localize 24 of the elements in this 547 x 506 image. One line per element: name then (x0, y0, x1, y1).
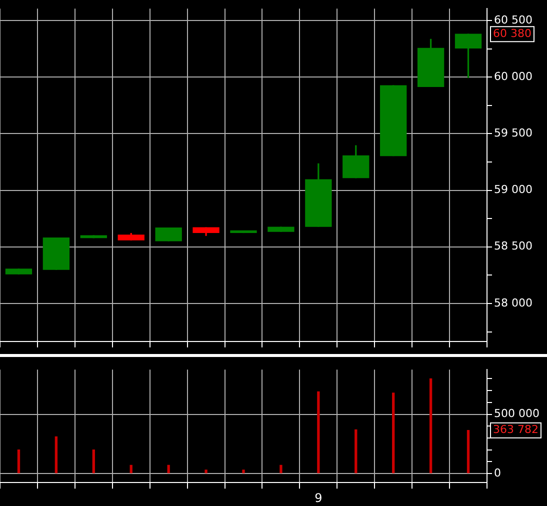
y-tick-label: 58 000 (494, 296, 532, 310)
y-tick-label: 60 000 (494, 70, 532, 83)
bar (167, 464, 170, 474)
bar (242, 470, 245, 474)
bar (92, 449, 95, 474)
text: 363 782 (493, 423, 538, 436)
x-tick-label: 9 (314, 490, 322, 505)
text: 60 380 (493, 26, 532, 40)
bar (466, 430, 470, 474)
bar (317, 391, 320, 474)
y-tick-label: 59 000 (494, 183, 532, 196)
y-tick-label: 500 000 (494, 407, 540, 420)
y-tick-label: 60 500 (494, 13, 532, 26)
bar (130, 464, 132, 474)
bar (354, 429, 358, 474)
bar (17, 449, 20, 474)
bar (54, 436, 58, 474)
bar (280, 464, 282, 474)
bar (392, 392, 395, 474)
y-tick-label: 58 500 (494, 240, 532, 253)
y-tick-label: 59 500 (494, 126, 532, 140)
bar (429, 378, 432, 474)
bar (204, 470, 208, 474)
y-tick-label: 0 (494, 466, 501, 480)
